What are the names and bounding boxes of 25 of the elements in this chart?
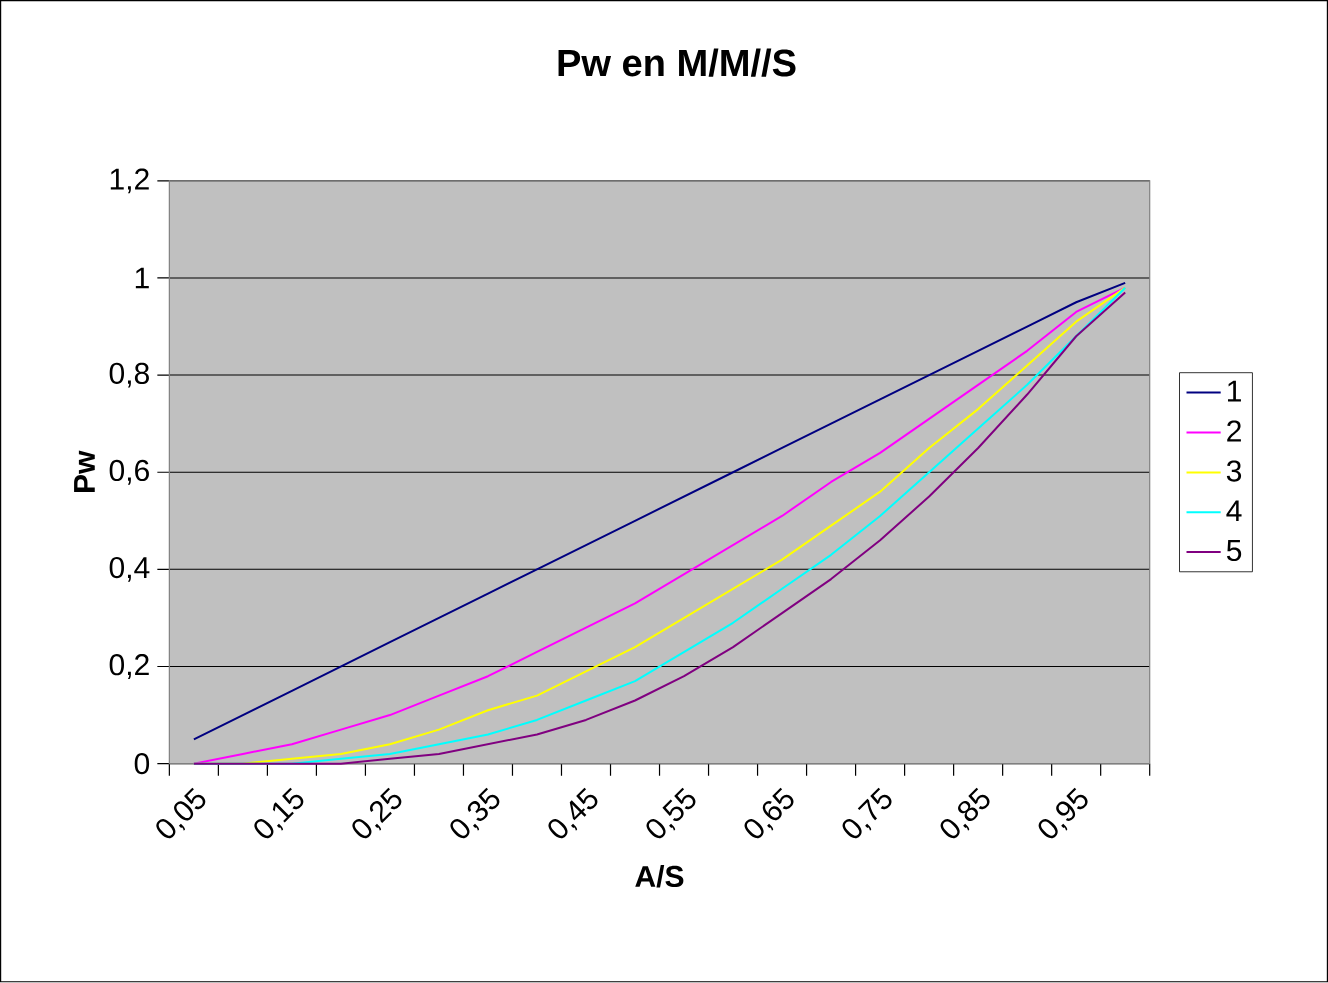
legend-label: 3 — [1226, 460, 1242, 482]
y-tick-label: 0,8 — [109, 362, 149, 388]
y-tick-label: 0,6 — [109, 460, 149, 485]
legend-label: 1 — [1228, 380, 1241, 402]
x-tick-label: 0,25 — [352, 787, 402, 839]
y-tick-label: 1 — [135, 267, 149, 289]
x-axis-title: A/S — [635, 865, 684, 888]
x-tick-label: 0,05 — [156, 787, 206, 839]
x-tick-label: 0,35 — [450, 787, 500, 839]
x-tick-label: 0,75 — [842, 787, 892, 839]
legend-label: 5 — [1226, 540, 1242, 562]
y-axis-title: Pw — [74, 450, 95, 493]
x-tick-label: 0,45 — [548, 787, 598, 839]
y-tick-label: 0,4 — [109, 557, 150, 582]
x-tick-label: 0,95 — [1038, 787, 1088, 839]
y-tick-label: 0,2 — [109, 654, 149, 680]
legend-label: 2 — [1227, 420, 1241, 442]
chart-title: Pw en M/M//S — [558, 48, 796, 78]
x-tick-label: 0,55 — [646, 787, 696, 839]
y-tick-label: 1,2 — [110, 168, 149, 194]
legend-label: 4 — [1226, 500, 1242, 522]
y-tick-label: 0 — [134, 753, 150, 775]
x-tick-label: 0,15 — [254, 787, 304, 839]
x-tick-label: 0,85 — [940, 787, 990, 839]
x-tick-label: 0,65 — [744, 787, 794, 839]
